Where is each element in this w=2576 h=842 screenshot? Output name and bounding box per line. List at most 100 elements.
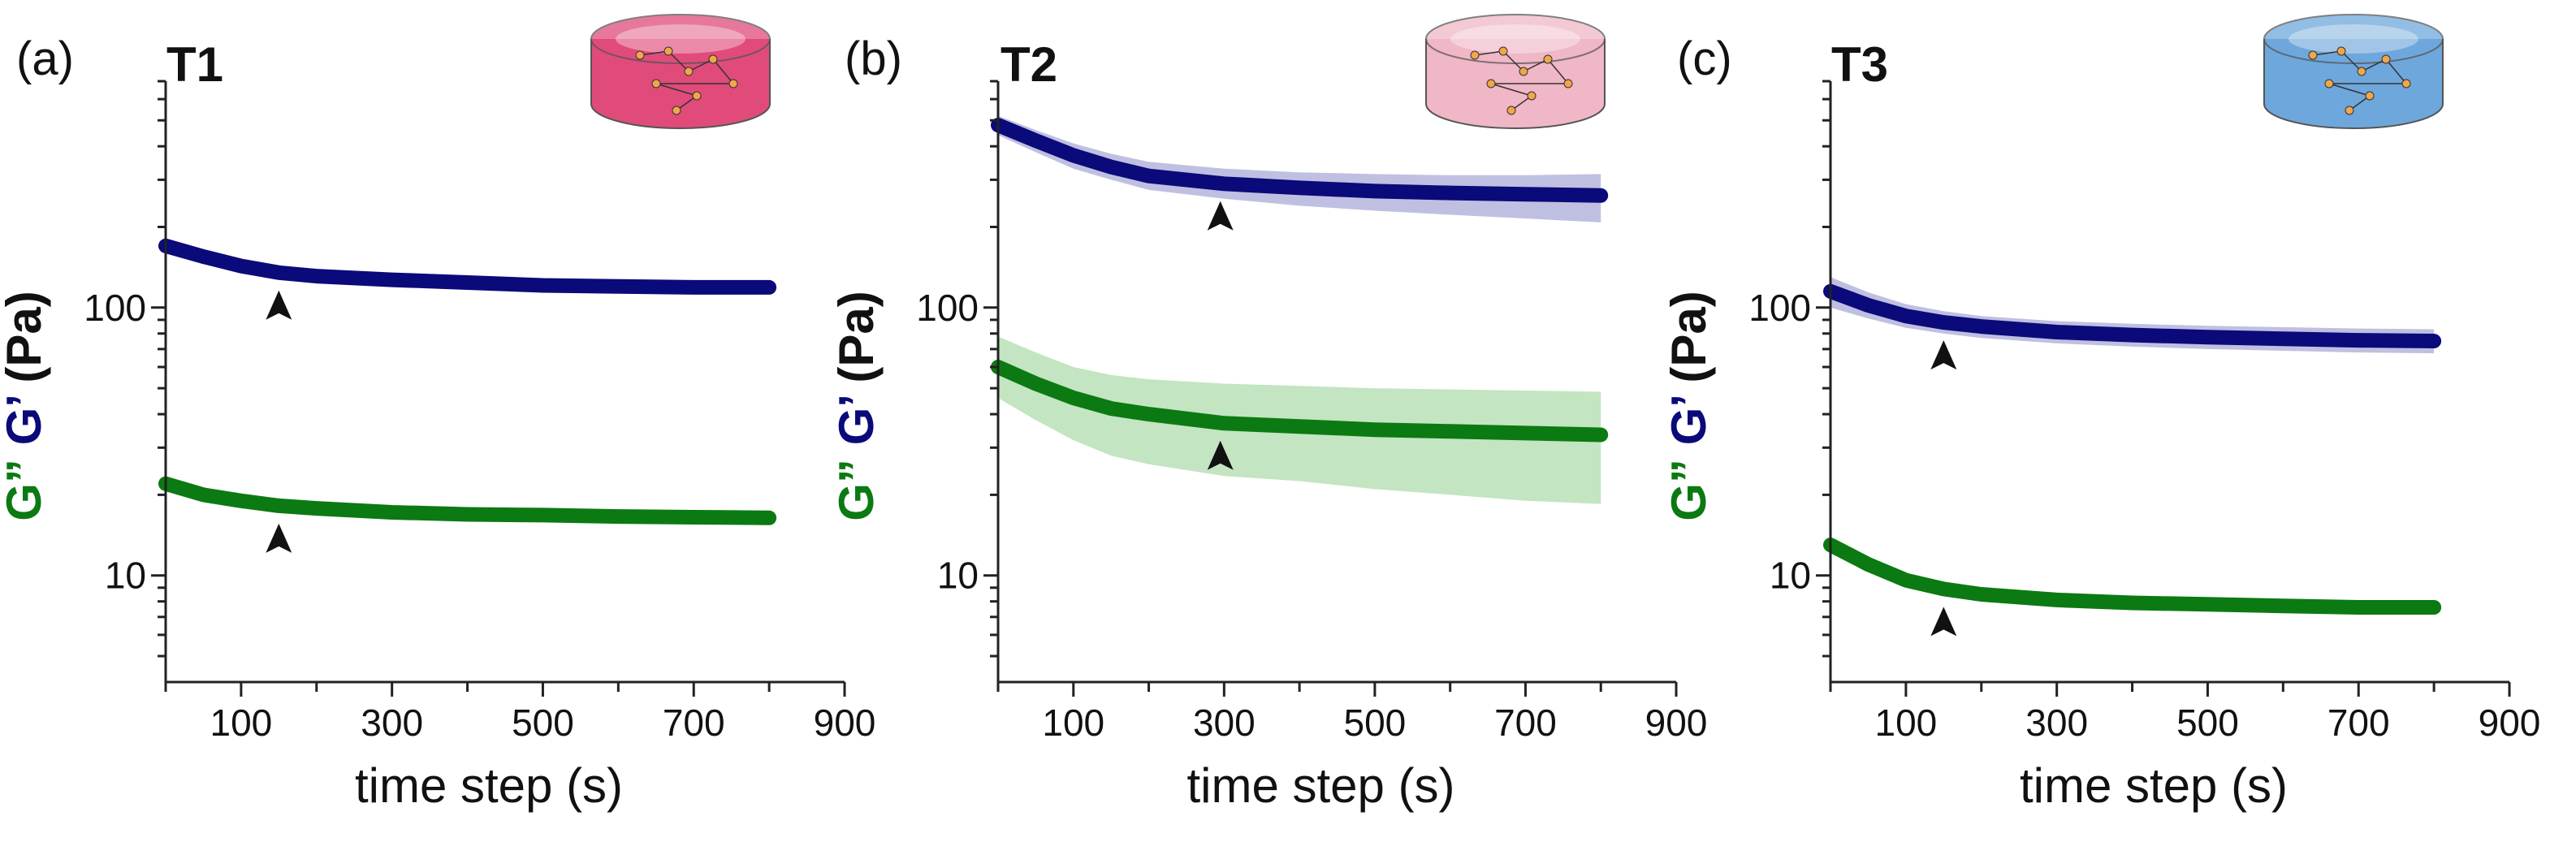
- y-tick-label: 10: [937, 555, 979, 597]
- x-tick-label: 300: [2025, 702, 2088, 744]
- icon-network-link: [1490, 83, 1532, 97]
- y-label-storage: G’: [0, 383, 51, 446]
- y-axis-label: G” G’ (Pa): [829, 291, 884, 520]
- loss-modulus-line: [158, 476, 777, 525]
- x-tick-label: 100: [210, 702, 273, 744]
- arrow-marker: [266, 523, 292, 553]
- y-axis-label: G” G’ (Pa): [0, 291, 51, 520]
- icon-network-node: [1519, 67, 1528, 76]
- icon-network-link: [655, 83, 698, 97]
- y-label-loss: G”: [829, 445, 884, 520]
- icon-network-node: [672, 106, 681, 115]
- icon-network-node: [2324, 79, 2334, 89]
- icon-network-node: [663, 46, 673, 56]
- icon-highlight: [616, 24, 746, 54]
- panel-b: (b) T2 10 100 100 300 500 700 900 time step (s)…: [829, 14, 1708, 813]
- y-tick-label: 10: [1770, 555, 1811, 597]
- icon-network-link: [2361, 58, 2387, 72]
- icon-network-link: [1523, 58, 1549, 72]
- icon-network-link: [1547, 58, 1569, 84]
- light-pink-hydrogel-icon: [1425, 14, 1606, 129]
- panel-label: (b): [845, 32, 902, 85]
- x-tick-label: 100: [1042, 702, 1104, 744]
- icon-network-link: [712, 58, 734, 84]
- y-tick-label: 100: [84, 287, 146, 329]
- panel-label: (a): [16, 32, 74, 85]
- y-label-unit: (Pa): [1662, 291, 1716, 382]
- panel-title: T1: [166, 37, 223, 92]
- y-axis-label: G” G’ (Pa): [1662, 291, 1716, 520]
- x-tick-label: 900: [1645, 702, 1708, 744]
- arrow-marker: [1207, 201, 1234, 231]
- x-tick-label: 900: [2479, 702, 2541, 744]
- x-tick-label: 500: [1344, 702, 1407, 744]
- y-label-storage: G’: [1662, 383, 1716, 446]
- icon-network-link: [2328, 83, 2371, 97]
- y-tick-label: 100: [1748, 287, 1811, 329]
- arrow-marker: [1207, 440, 1234, 470]
- x-tick-label: 300: [361, 702, 423, 744]
- panel-title: T3: [1831, 37, 1888, 92]
- panel-a: (a) T1 10 100 100 300 500 700 900 time step (s)…: [0, 14, 876, 813]
- x-tick-label: 100: [1875, 702, 1938, 744]
- blue-hydrogel-icon: [2263, 14, 2444, 129]
- x-tick-label: 300: [1193, 702, 1256, 744]
- icon-network-link: [1502, 50, 1524, 72]
- x-tick-label: 900: [814, 702, 876, 744]
- arrow-marker: [1930, 340, 1957, 370]
- icon-network-node: [728, 79, 738, 89]
- x-axis-label: time step (s): [2020, 758, 2288, 813]
- loss-modulus-line: [1823, 538, 2442, 615]
- icon-highlight: [1450, 24, 1580, 54]
- icon-network-node: [1543, 54, 1553, 64]
- icon-network-node: [2381, 54, 2391, 64]
- icon-network-node: [2345, 106, 2354, 115]
- icon-network-node: [692, 91, 702, 101]
- icon-network-link: [1474, 50, 1504, 56]
- x-axis-label: time step (s): [1186, 758, 1454, 813]
- icon-network-link: [639, 50, 669, 56]
- icon-network-link: [2340, 50, 2362, 72]
- icon-network-node: [651, 79, 661, 89]
- icon-network-node: [1498, 46, 1508, 56]
- icon-network-node: [2336, 46, 2346, 56]
- icon-network-node: [2308, 50, 2318, 60]
- arrow-marker: [266, 290, 292, 320]
- icon-network-node: [1470, 50, 1480, 60]
- arrow-marker: [1930, 607, 1957, 637]
- icon-network-node: [2357, 67, 2366, 76]
- icon-network-node: [2401, 79, 2411, 89]
- panel-c: (c) T3 10 100 100 300 500 700 900 time step (s)…: [1662, 14, 2541, 813]
- y-tick-label: 10: [105, 555, 146, 597]
- y-label-storage: G’: [829, 383, 884, 446]
- x-tick-label: 700: [663, 702, 725, 744]
- x-axis-label: time step (s): [355, 758, 623, 813]
- icon-network-link: [688, 58, 714, 72]
- x-tick-label: 500: [2176, 702, 2239, 744]
- pink-hydrogel-icon: [590, 14, 771, 129]
- icon-network-node: [1563, 79, 1573, 89]
- panel-label: (c): [1677, 32, 1732, 85]
- icon-network-node: [635, 50, 645, 60]
- x-tick-label: 700: [2327, 702, 2390, 744]
- x-tick-label: 700: [1494, 702, 1557, 744]
- x-tick-label: 500: [512, 702, 574, 744]
- icon-network-link: [668, 50, 689, 72]
- y-label-unit: (Pa): [829, 291, 884, 382]
- icon-network-link: [2312, 50, 2342, 56]
- panel-title: T2: [1001, 37, 1057, 92]
- y-label-unit: (Pa): [0, 291, 51, 382]
- y-tick-label: 100: [916, 287, 979, 329]
- storage-modulus-band: [998, 115, 1601, 222]
- icon-network-node: [1486, 79, 1496, 89]
- y-label-loss: G”: [1662, 445, 1716, 520]
- storage-modulus-line: [158, 238, 777, 295]
- storage-modulus-line: [991, 118, 1609, 203]
- storage-modulus-line: [1823, 283, 2442, 348]
- icon-network-node: [1506, 106, 1516, 115]
- icon-network-link: [2385, 58, 2407, 84]
- icon-highlight: [2289, 24, 2418, 54]
- icon-network-node: [708, 54, 718, 64]
- y-label-loss: G”: [0, 445, 51, 520]
